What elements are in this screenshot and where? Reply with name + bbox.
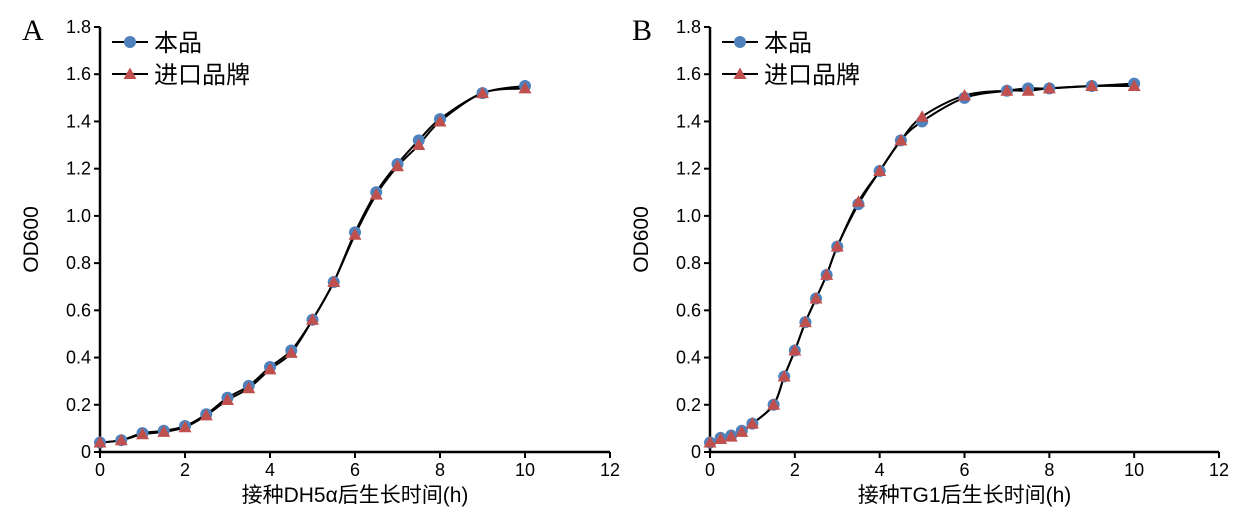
y-tick-label: 0.2 — [676, 395, 701, 415]
data-point-triangle — [798, 315, 812, 328]
panel-label: B — [632, 14, 652, 47]
y-tick-label: 1.4 — [66, 111, 91, 131]
legend-label: 本品 — [154, 29, 202, 57]
x-tick-label: 10 — [1124, 460, 1144, 480]
y-tick-label: 0.8 — [676, 253, 701, 273]
data-point-triangle — [327, 275, 341, 287]
y-tick-label: 0.4 — [66, 348, 91, 368]
y-tick-label: 1.4 — [676, 111, 701, 131]
data-point-triangle — [830, 240, 844, 252]
x-tick-label: 6 — [350, 460, 360, 480]
data-point-triangle — [1127, 79, 1141, 92]
x-tick-label: 4 — [265, 460, 275, 480]
data-point-triangle — [915, 110, 929, 122]
x-tick-label: 10 — [515, 460, 535, 480]
x-tick-label: 0 — [95, 460, 105, 480]
data-point-triangle — [263, 362, 277, 375]
data-point-triangle — [851, 195, 865, 207]
data-point-triangle — [1042, 81, 1056, 94]
data-point-triangle — [777, 369, 791, 382]
data-point-triangle — [1085, 79, 1099, 92]
data-point-triangle — [767, 398, 781, 410]
y-tick-label: 0.4 — [676, 348, 701, 368]
legend-label: 进口品牌 — [154, 61, 250, 89]
data-point-triangle — [703, 436, 717, 448]
data-point-triangle — [958, 88, 971, 101]
x-tick-label: 2 — [790, 460, 800, 480]
x-tick-label: 0 — [705, 460, 715, 480]
y-tick-label: 0.2 — [66, 395, 91, 415]
data-point-triangle — [735, 425, 749, 437]
y-tick-label: 1.8 — [66, 17, 91, 37]
y-tick-label: 1.6 — [66, 64, 91, 84]
chart-panel-b: B 0 0.2 0.4 0.6 0.8 1.0 1.2 1.4 1.6 1.8 0 2 4 6 8 10 12 接种… — [630, 14, 1229, 507]
data-point-triangle — [745, 417, 759, 429]
series-line — [709, 82, 1135, 444]
y-tick-label: 1.0 — [676, 206, 701, 226]
x-tick-label: 4 — [875, 460, 885, 480]
y-axis-label: OD600 — [20, 206, 43, 273]
legend-triangle-marker — [733, 67, 747, 79]
data-point-triangle — [284, 346, 298, 358]
y-tick-label: 0.6 — [676, 300, 701, 320]
data-point-triangle — [157, 425, 171, 437]
x-axis-label: 接种TG1后生长时间(h) — [858, 484, 1072, 507]
data-point-triangle — [306, 313, 319, 325]
legend-label: 进口品牌 — [764, 61, 860, 89]
series-line — [99, 87, 526, 444]
data-point-triangle — [369, 188, 383, 200]
data-point-triangle — [1021, 84, 1035, 96]
data-point-triangle — [1000, 84, 1014, 96]
data-point-triangle — [714, 432, 728, 445]
series-line — [709, 84, 1135, 444]
y-axis-label: OD600 — [630, 206, 653, 273]
data-point-triangle — [199, 408, 213, 421]
data-point-triangle — [433, 114, 447, 127]
legend-label: 本品 — [764, 29, 812, 57]
legend-triangle-marker — [123, 67, 137, 79]
legend-circle-marker — [124, 36, 136, 48]
data-point-triangle — [391, 159, 404, 172]
y-tick-label: 0.8 — [66, 253, 91, 273]
data-point-triangle — [476, 86, 489, 99]
y-tick-label: 1.2 — [66, 159, 91, 179]
data-point-triangle — [894, 133, 908, 146]
x-tick-label: 12 — [600, 460, 620, 480]
y-tick-label: 0 — [691, 442, 701, 462]
data-point-triangle — [820, 268, 834, 280]
data-point-triangle — [724, 430, 738, 442]
data-point-triangle — [242, 381, 256, 394]
x-axis-label: 接种DH5α后生长时间(h) — [242, 484, 469, 507]
data-point-triangle — [178, 420, 192, 433]
data-point-triangle — [809, 292, 823, 304]
y-tick-label: 0 — [81, 442, 91, 462]
y-tick-label: 1.8 — [676, 17, 701, 37]
data-point-triangle — [412, 138, 426, 151]
legend-circle-marker — [734, 36, 746, 48]
x-tick-label: 8 — [435, 460, 445, 480]
y-tick-label: 1.2 — [676, 159, 701, 179]
data-point-triangle — [788, 343, 802, 356]
data-point-triangle — [136, 427, 149, 440]
chart-panel-a: A 0 0.2 0.4 0.6 0.8 1.0 1.2 1.4 1.6 1.8 0 2 4 6 8 10 12 接种… — [20, 14, 620, 507]
x-tick-label: 2 — [180, 460, 190, 480]
y-tick-label: 0.6 — [66, 300, 91, 320]
data-point-triangle — [114, 433, 128, 446]
panel-label: A — [22, 14, 44, 47]
data-point-triangle — [873, 164, 887, 177]
y-tick-label: 1.0 — [66, 206, 91, 226]
data-point-triangle — [518, 81, 532, 94]
y-tick-label: 1.6 — [676, 64, 701, 84]
data-point-triangle — [348, 228, 362, 240]
x-tick-label: 8 — [1044, 460, 1054, 480]
series-line — [99, 85, 526, 444]
data-point-triangle — [221, 393, 234, 406]
data-point-triangle — [93, 436, 107, 448]
x-tick-label: 12 — [1209, 460, 1229, 480]
x-tick-label: 6 — [959, 460, 969, 480]
